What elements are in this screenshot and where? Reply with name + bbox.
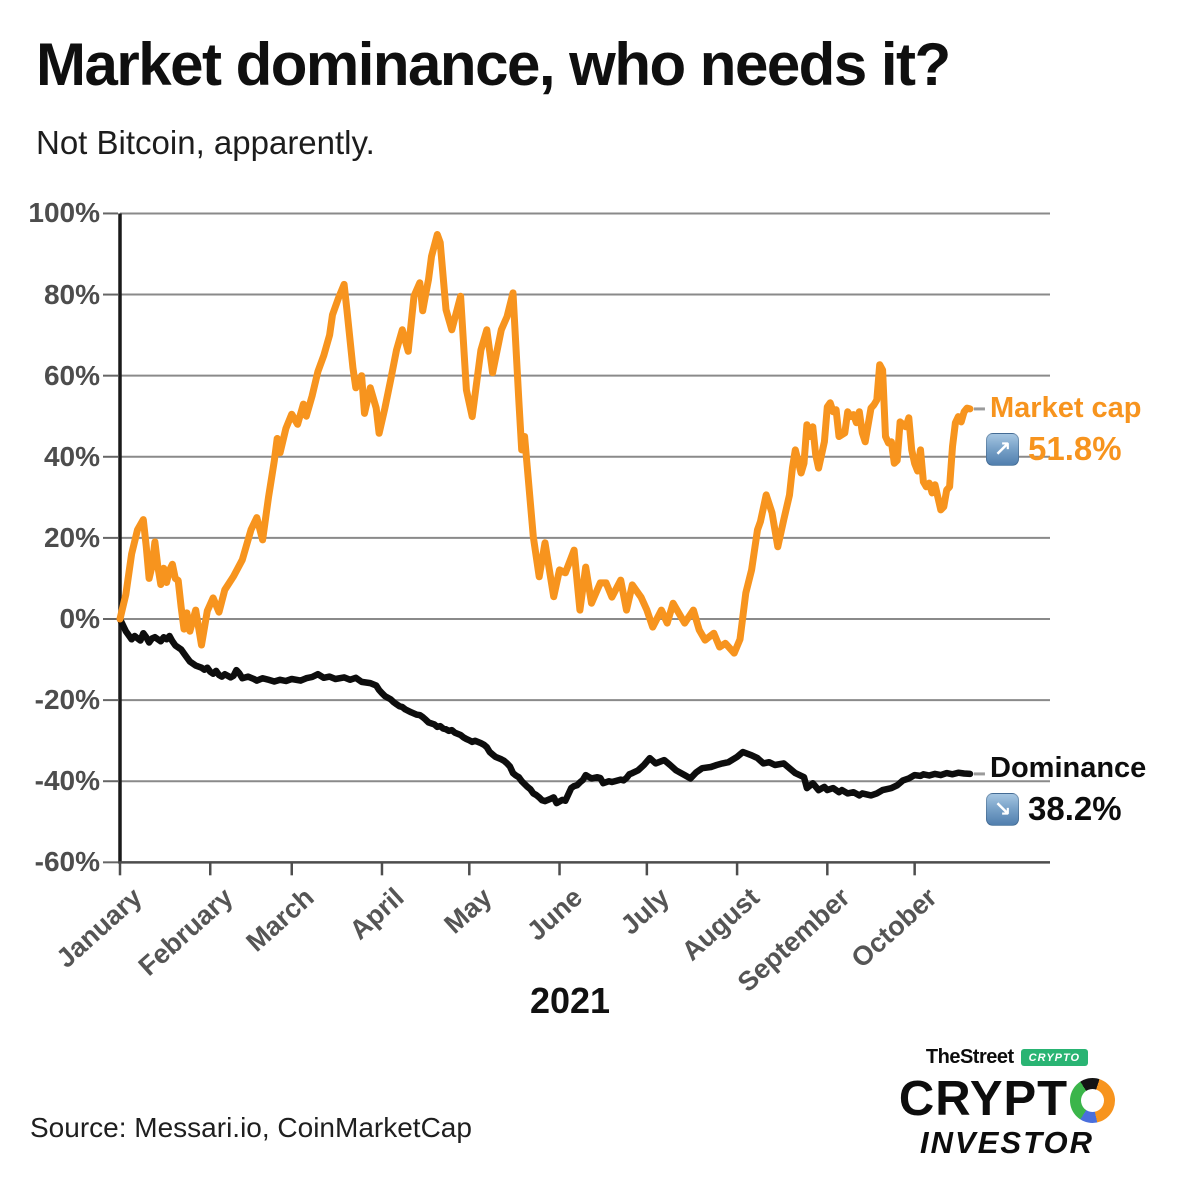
y-tick-label: 80%: [43, 278, 100, 310]
up-right-arrow-icon: ↗: [986, 432, 1019, 466]
y-tick-label: 60%: [43, 359, 100, 391]
x-axis-year-label: 2021: [529, 980, 611, 1021]
investor-wordmark: INVESTOR: [920, 1125, 1094, 1160]
y-tick-label: 40%: [43, 440, 100, 472]
page-subtitle: Not Bitcoin, apparently.: [36, 124, 375, 161]
axis-ticks: [103, 212, 916, 876]
y-tick-label: -40%: [34, 765, 100, 797]
source-attribution: Source: Messari.io, CoinMarketCap: [30, 1112, 472, 1143]
y-tick-label: 100%: [28, 197, 100, 229]
down-right-arrow-icon: ↘: [986, 792, 1019, 826]
thestreet-wordmark: TheStreet: [925, 1046, 1014, 1068]
donut-chart-o-icon: [1070, 1077, 1116, 1123]
crypto-badge: CRYPTO: [1020, 1049, 1089, 1066]
y-tick-label: 20%: [43, 521, 100, 553]
page-title: Market dominance, who needs it?: [36, 31, 951, 98]
market-cap-value: 51.8%: [1028, 430, 1122, 467]
dominance-line: [116, 615, 974, 807]
dominance-label: Dominance: [990, 752, 1147, 784]
market-cap-label: Market cap: [990, 392, 1142, 424]
crypto-wordmark: CRYPT: [898, 1072, 1069, 1126]
dominance-value: 38.2%: [1028, 790, 1122, 827]
y-tick-label: -20%: [34, 684, 100, 716]
y-tick-label: -60%: [34, 846, 100, 878]
market-cap-line: [116, 231, 974, 657]
y-tick-label: 0%: [59, 603, 100, 634]
crypto-investor-logo: TheStreet CRYPTO CRYPT INVESTOR: [852, 1046, 1162, 1161]
axes: [118, 213, 1050, 864]
